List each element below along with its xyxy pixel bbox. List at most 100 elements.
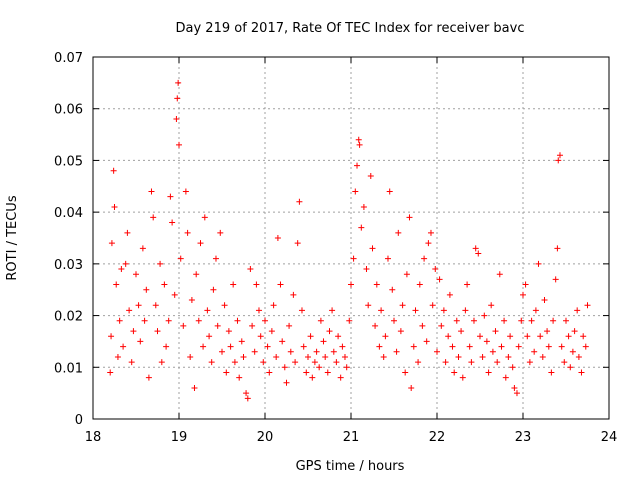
data-point <box>313 348 320 355</box>
data-point <box>208 359 215 366</box>
data-point <box>255 307 262 314</box>
data-point <box>399 302 406 309</box>
data-point <box>110 167 117 174</box>
data-point <box>221 302 228 309</box>
data-point <box>391 317 397 324</box>
data-point <box>537 333 544 340</box>
data-point <box>191 384 198 391</box>
data-point <box>563 317 569 324</box>
data-point <box>555 157 562 164</box>
data-point <box>386 188 393 195</box>
data-point <box>406 214 413 221</box>
data-point <box>415 359 422 366</box>
data-point <box>329 307 336 314</box>
data-point <box>507 333 514 340</box>
data-point <box>176 141 182 148</box>
data-point <box>378 307 385 314</box>
data-point <box>317 317 324 324</box>
data-point <box>206 333 213 340</box>
data-point <box>544 328 551 335</box>
data-point <box>496 271 503 278</box>
data-point <box>290 291 297 298</box>
data-point <box>135 302 142 309</box>
data-point <box>130 328 137 335</box>
data-point <box>223 369 230 376</box>
data-point <box>264 343 271 350</box>
data-point <box>187 353 194 360</box>
data-point <box>468 359 475 366</box>
data-point <box>184 229 191 236</box>
grid-lines <box>93 57 609 419</box>
data-point <box>466 343 473 350</box>
data-point <box>458 328 465 335</box>
data-point <box>492 328 499 335</box>
data-point <box>173 116 180 123</box>
data-point <box>210 286 217 293</box>
data-point <box>230 281 237 288</box>
data-point <box>128 359 135 366</box>
data-point <box>197 240 204 247</box>
data-point <box>163 343 170 350</box>
data-point <box>253 281 260 288</box>
data-point <box>139 245 146 252</box>
data-point <box>157 260 164 267</box>
data-point <box>311 359 318 366</box>
data-point <box>348 281 354 288</box>
data-point <box>225 328 232 335</box>
data-point <box>350 255 357 262</box>
data-point <box>425 240 432 247</box>
data-point <box>475 250 482 257</box>
data-point <box>296 198 303 205</box>
data-point <box>477 333 483 340</box>
data-point <box>283 379 290 386</box>
data-point <box>107 369 114 376</box>
data-point <box>558 343 565 350</box>
data-point <box>545 343 552 350</box>
data-point <box>165 317 172 324</box>
data-point <box>167 193 174 200</box>
data-point <box>483 338 490 345</box>
data-point <box>204 307 211 314</box>
data-point <box>408 384 415 391</box>
data-point <box>150 214 157 221</box>
data-point <box>268 328 275 335</box>
data-point <box>249 322 256 329</box>
data-point <box>380 353 387 360</box>
data-point <box>464 281 471 288</box>
data-point <box>200 343 207 350</box>
x-tick-label: 23 <box>515 430 532 445</box>
data-point <box>243 390 250 397</box>
data-point <box>442 359 449 366</box>
data-point <box>124 229 131 236</box>
data-point <box>539 353 546 360</box>
data-point <box>343 364 350 371</box>
data-point <box>367 172 374 179</box>
data-point <box>389 286 396 293</box>
data-point <box>453 317 460 324</box>
data-point <box>214 322 221 329</box>
data-point <box>161 281 168 288</box>
data-point <box>188 297 195 304</box>
data-point <box>434 348 440 355</box>
data-point <box>335 333 342 340</box>
y-tick-label: 0 <box>75 413 83 428</box>
data-point <box>438 322 445 329</box>
axis-ticks: 18 19 20 21 22 23 24 0 0.01 0.02 0.03 0.04 0.05 0.06 0… <box>54 51 617 445</box>
data-point <box>180 322 187 329</box>
data-point <box>432 266 439 273</box>
data-point <box>481 312 488 319</box>
x-tick-label: 24 <box>601 430 618 445</box>
data-point <box>148 188 155 195</box>
data-point <box>419 322 426 329</box>
data-point <box>158 359 165 366</box>
data-point <box>270 302 277 309</box>
data-point <box>395 229 402 236</box>
data-point <box>356 141 363 148</box>
scatter-points <box>107 79 591 402</box>
data-point <box>479 353 486 360</box>
data-point <box>322 353 329 360</box>
data-point <box>305 353 311 360</box>
data-point <box>279 338 286 345</box>
data-point <box>494 359 501 366</box>
